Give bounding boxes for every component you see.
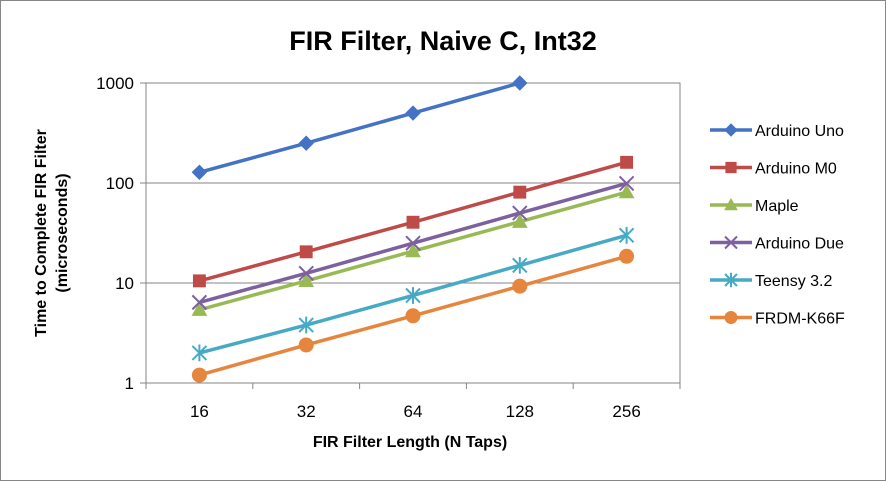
series-layer [191,75,635,383]
x-tick-label: 64 [404,402,423,421]
data-point [298,265,314,282]
series-teensy-3-2 [191,226,635,362]
legend: Arduino Uno Arduino M0 Maple Arduino Due Tee… [710,123,845,328]
legend-marker [724,197,738,211]
series-arduino-m0 [192,155,634,288]
data-point [512,205,528,221]
gridlines [146,82,680,284]
data-point [512,278,528,294]
y-tick-label: 1000 [96,74,134,93]
data-point [405,105,421,121]
series-maple [191,184,635,316]
data-point [512,75,528,91]
legend-label: FRDM-K66F [755,311,845,328]
data-point [405,308,421,324]
legend-item: Arduino Uno [710,123,844,140]
data-point [618,226,635,244]
data-point [406,215,420,229]
legend-label: Arduino M0 [755,161,837,178]
data-point [619,248,635,264]
data-point [620,155,634,169]
legend-label: Arduino Due [755,236,844,253]
legend-item: Teensy 3.2 [710,272,832,290]
data-point [298,337,314,353]
x-tick-label: 32 [297,402,316,421]
y-axis-title-line-1: Time to Complete FIR Filter [33,129,50,337]
data-point [191,344,208,362]
data-point [618,184,635,199]
x-tick-label: 256 [612,402,640,421]
chart-title: FIR Filter, Naive C, Int32 [289,26,597,56]
data-point [191,367,207,383]
plot-area-border [145,82,681,384]
legend-marker [724,123,738,137]
legend-label: Teensy 3.2 [755,273,832,290]
data-point [191,301,208,316]
legend-marker [724,272,738,288]
data-point [298,135,314,151]
y-tick-label: 100 [106,174,134,193]
series-arduino-uno [191,75,528,180]
x-tick-label: 128 [506,402,534,421]
data-point [298,272,315,287]
data-point [405,235,421,251]
legend-item: Maple [710,197,799,215]
data-point [298,316,314,334]
legend-label: Maple [755,198,799,215]
y-axis-title-line-2: (microseconds) [54,173,71,292]
data-point [405,243,421,258]
legend-marker [725,161,737,174]
data-point [513,185,527,199]
series-arduino-due [191,175,635,311]
x-axis-title: FIR Filter Length (N Taps) [313,434,507,451]
legend-marker [724,235,738,250]
data-point [512,256,528,274]
data-point [191,294,208,311]
axes: 1 10 100 1000 16 32 64 128 256 [96,74,681,421]
data-point [405,287,421,304]
legend-item: FRDM-K66F [710,311,845,328]
legend-marker [724,311,738,324]
x-tick-label: 16 [190,402,209,421]
data-point [192,274,206,288]
legend-item: Arduino Due [710,236,844,253]
y-axis-title: Time to Complete FIR Filter (microsecond… [33,129,71,337]
legend-item: Arduino M0 [710,161,837,178]
legend-label: Arduino Uno [755,123,844,140]
data-point [511,213,528,228]
data-point [618,175,635,192]
series-line [198,81,521,174]
y-tick-label: 10 [115,274,134,293]
data-point [299,245,313,259]
data-point [191,164,208,180]
series-frdm-k66f [191,248,635,383]
y-tick-label: 1 [125,374,134,393]
